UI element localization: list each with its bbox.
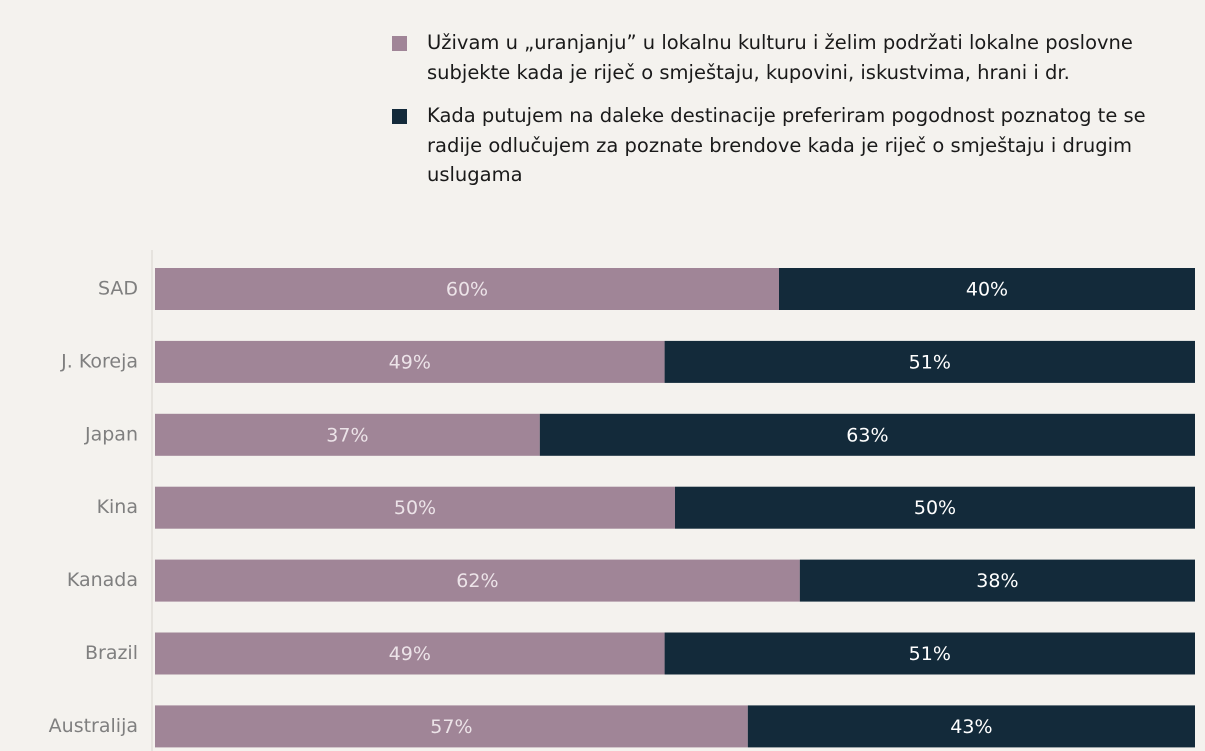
data-label: 60% bbox=[446, 279, 488, 301]
data-label: 50% bbox=[914, 497, 956, 519]
legend-item: Uživam u „uranjanju” u lokalnu kulturu i… bbox=[392, 28, 1172, 87]
data-label: 43% bbox=[950, 716, 992, 738]
data-label: 62% bbox=[456, 570, 498, 592]
bar-segment bbox=[155, 632, 665, 675]
category-label: SAD bbox=[98, 278, 138, 300]
bar-segment bbox=[155, 486, 675, 529]
legend: Uživam u „uranjanju” u lokalnu kulturu i… bbox=[392, 28, 1172, 204]
data-label: 37% bbox=[326, 424, 368, 446]
bar-segment bbox=[664, 632, 1195, 675]
bar-segment bbox=[747, 705, 1195, 748]
bar-segment bbox=[799, 559, 1195, 602]
data-label: 38% bbox=[976, 570, 1018, 592]
bar-segment bbox=[155, 705, 748, 748]
legend-swatch bbox=[392, 36, 407, 51]
data-label: 63% bbox=[846, 424, 888, 446]
bar-segment bbox=[155, 340, 665, 383]
category-label: Australija bbox=[49, 715, 138, 737]
data-label: 49% bbox=[389, 643, 431, 665]
data-label: 50% bbox=[394, 497, 436, 519]
category-label: Kanada bbox=[67, 569, 138, 591]
bar-segment bbox=[155, 413, 540, 456]
category-label: Japan bbox=[84, 423, 138, 445]
category-label: J. Koreja bbox=[60, 350, 138, 372]
data-label: 49% bbox=[389, 351, 431, 373]
bar-segment bbox=[779, 268, 1195, 310]
legend-swatch bbox=[392, 109, 407, 124]
category-label: Brazil bbox=[85, 642, 138, 664]
data-label: 51% bbox=[909, 643, 951, 665]
bar-segment bbox=[675, 486, 1195, 529]
category-label: Kina bbox=[97, 496, 138, 518]
bar-segment bbox=[664, 340, 1195, 383]
bar-segment bbox=[539, 413, 1195, 456]
legend-label: Uživam u „uranjanju” u lokalnu kulturu i… bbox=[427, 31, 1133, 84]
data-label: 40% bbox=[966, 279, 1008, 301]
bar-segment bbox=[155, 559, 800, 602]
bar-segment bbox=[155, 268, 779, 310]
legend-item: Kada putujem na daleke destinacije prefe… bbox=[392, 101, 1172, 190]
data-label: 51% bbox=[909, 351, 951, 373]
data-label: 57% bbox=[430, 716, 472, 738]
legend-label: Kada putujem na daleke destinacije prefe… bbox=[427, 104, 1146, 186]
